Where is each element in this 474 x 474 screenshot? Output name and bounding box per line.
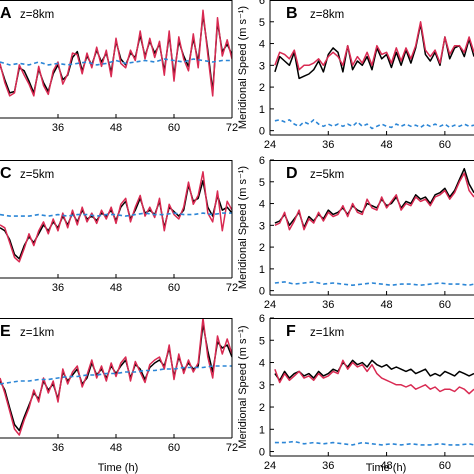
y-tick-label: 1	[259, 104, 265, 116]
y-axis-label: Meridional Speed (m s⁻¹)	[237, 6, 249, 129]
series-line-2	[0, 171, 232, 263]
y-tick-label: 3	[259, 380, 265, 392]
panel-label: D	[286, 165, 298, 182]
x-tick-label: 24	[264, 139, 276, 151]
x-tick-label: 72	[226, 122, 238, 134]
panel-title: z=8km	[20, 9, 54, 21]
x-tick-label: 72	[226, 442, 238, 454]
y-tick-label: 4	[259, 199, 265, 211]
y-tick-label: 6	[259, 0, 265, 7]
x-tick-label: 48	[110, 122, 122, 134]
panel-label: A	[0, 5, 12, 22]
x-tick-label: 60	[168, 442, 180, 454]
series-line-1	[0, 179, 232, 260]
y-tick-label: 6	[259, 313, 265, 325]
y-tick-label: 2	[259, 82, 265, 94]
y-axis-label: Meridional Speed (m s⁻¹)	[237, 325, 249, 448]
series-group	[274, 359, 474, 446]
x-tick-label: 36	[322, 460, 334, 472]
x-axis-label: Time (h)	[366, 462, 407, 474]
series-line-2	[274, 359, 474, 395]
x-tick-label: 24	[264, 299, 276, 311]
x-tick-label: 60	[168, 122, 180, 134]
x-tick-label: 48	[380, 139, 392, 151]
series-line-1	[274, 359, 474, 382]
panel-title: z=5km	[310, 169, 344, 181]
series-group	[0, 171, 232, 263]
series-line-2	[274, 21, 474, 71]
x-tick-label: 72	[226, 282, 238, 294]
series-line-1	[274, 167, 474, 229]
x-tick-label: 60	[439, 139, 451, 151]
series-line-1	[274, 23, 474, 80]
panel-label: C	[0, 165, 12, 182]
series-line-2	[0, 318, 232, 436]
x-tick-label: 36	[52, 442, 64, 454]
panel-title: z=8km	[310, 9, 344, 21]
y-tick-label: 0	[259, 126, 265, 138]
x-tick-label: 36	[52, 122, 64, 134]
x-tick-label: 60	[439, 299, 451, 311]
panel-title: z=5km	[20, 169, 54, 181]
panel-a: 36 48 60 72 A z=8km	[0, 0, 238, 134]
y-tick-label: 1	[259, 424, 265, 436]
panel-e: 36 48 60 72 E z=1km Time (h)	[0, 318, 238, 474]
series-group	[0, 9, 232, 97]
y-tick-label: 6	[259, 155, 265, 167]
panel-d: 24 36 48 60 0 1 2 3 4 5 6 D z=5km Meridional Speed (m…	[237, 155, 474, 311]
series-line-1	[0, 14, 232, 94]
series-line-1	[0, 323, 232, 432]
panel-title: z=1km	[310, 327, 344, 339]
series-line-2	[274, 172, 474, 231]
x-tick-label: 48	[110, 442, 122, 454]
series-line-3	[0, 212, 232, 217]
x-tick-label: 24	[264, 460, 276, 472]
x-tick-label: 48	[110, 282, 122, 294]
y-axis-label: Meridional Speed (m s⁻¹)	[237, 166, 249, 289]
series-line-3	[274, 440, 474, 446]
panel-title: z=1km	[20, 327, 54, 339]
series-line-3	[274, 281, 474, 287]
x-tick-label: 60	[439, 460, 451, 472]
panel-label: B	[286, 5, 298, 22]
x-axis-label: Time (h)	[98, 462, 139, 474]
y-tick-label: 0	[259, 447, 265, 459]
y-tick-label: 4	[259, 39, 265, 51]
series-line-3	[0, 58, 232, 66]
y-tick-label: 3	[259, 60, 265, 72]
x-tick-label: 36	[322, 299, 334, 311]
y-tick-label: 2	[259, 402, 265, 414]
y-tick-label: 2	[259, 242, 265, 254]
series-group	[0, 318, 232, 436]
y-tick-label: 3	[259, 220, 265, 232]
panel-b: 24 36 48 60 0 1 2 3 4 5 6 B z=8km Meridional Speed (m…	[237, 0, 474, 151]
x-tick-label: 60	[168, 282, 180, 294]
panel-c: 36 48 60 72 C z=5km	[0, 160, 238, 294]
y-tick-label: 4	[259, 358, 265, 370]
y-tick-label: 5	[259, 17, 265, 29]
panel-f: 24 36 48 60 0 1 2 3 4 5 6 F z=1km Meridional Speed (m…	[237, 313, 474, 474]
series-line-3	[274, 119, 474, 130]
x-tick-label: 36	[322, 139, 334, 151]
y-tick-label: 5	[259, 177, 265, 189]
panel-label: F	[286, 323, 296, 340]
series-group	[274, 21, 474, 130]
series-group	[274, 167, 474, 287]
y-tick-label: 5	[259, 335, 265, 347]
series-line-2	[0, 9, 232, 97]
y-tick-label: 0	[259, 286, 265, 298]
y-tick-label: 1	[259, 264, 265, 276]
x-tick-label: 36	[52, 282, 64, 294]
panel-label: E	[0, 323, 11, 340]
x-tick-label: 48	[380, 299, 392, 311]
x-tick-label: 48	[380, 460, 392, 472]
